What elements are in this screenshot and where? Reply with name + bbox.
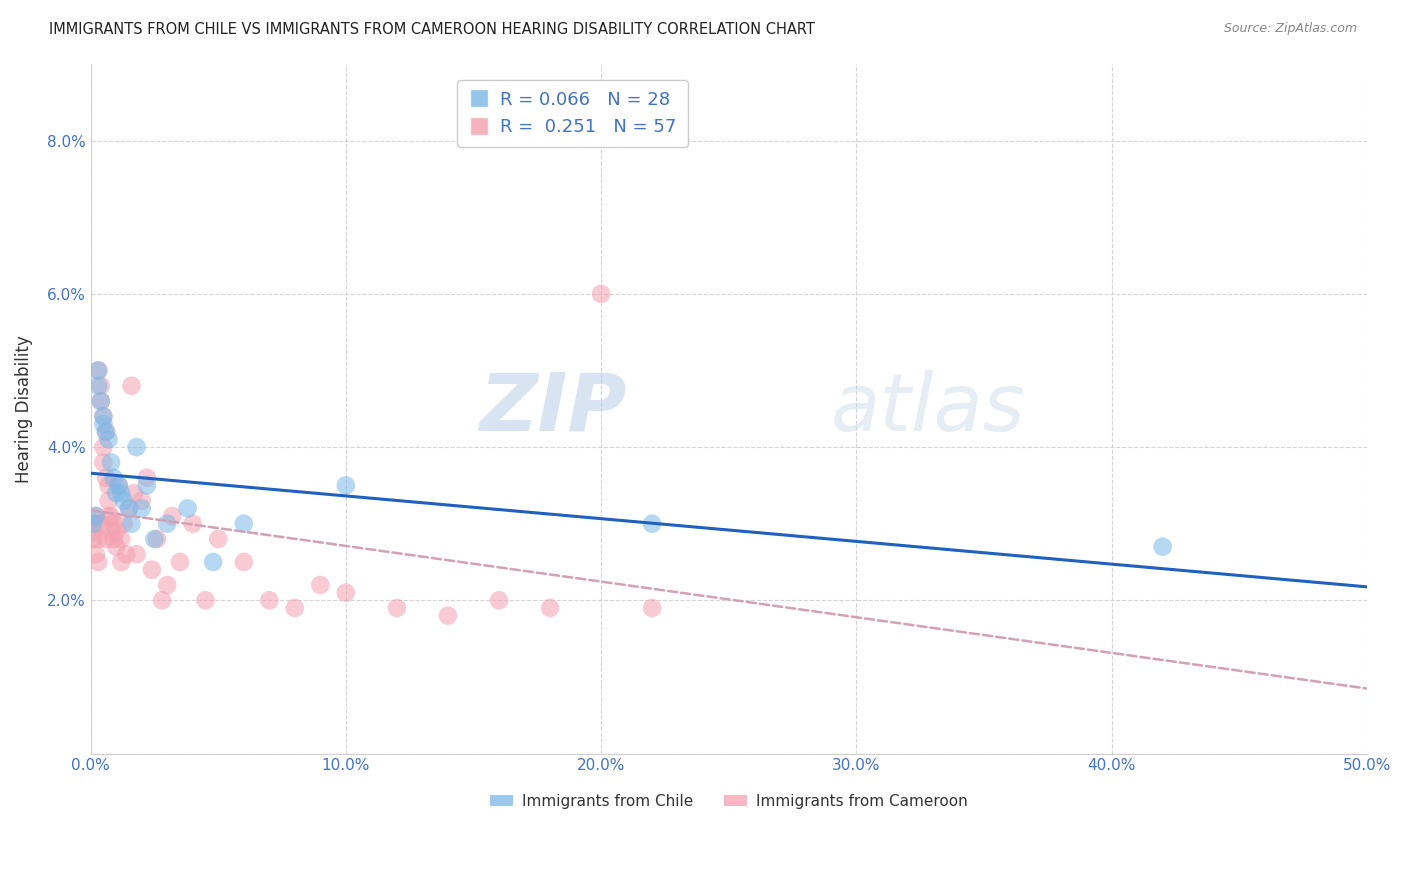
Point xyxy=(93,409,115,424)
Point xyxy=(87,363,110,377)
Point xyxy=(115,547,138,561)
Point xyxy=(150,593,173,607)
Text: ZIP: ZIP xyxy=(479,370,627,448)
Point xyxy=(84,509,107,524)
Point xyxy=(90,379,112,393)
Point xyxy=(162,509,184,524)
Point xyxy=(107,478,129,492)
Point xyxy=(125,440,148,454)
Point xyxy=(1152,540,1174,554)
Point xyxy=(169,555,191,569)
Point xyxy=(105,524,128,539)
Point xyxy=(232,555,254,569)
Point xyxy=(103,516,125,531)
Point xyxy=(84,516,107,531)
Point xyxy=(641,601,664,615)
Point xyxy=(94,471,117,485)
Point xyxy=(93,455,115,469)
Point xyxy=(135,478,157,492)
Point xyxy=(125,547,148,561)
Point xyxy=(87,363,110,377)
Point xyxy=(122,486,145,500)
Point xyxy=(105,540,128,554)
Point xyxy=(146,532,169,546)
Point xyxy=(82,524,104,539)
Point xyxy=(131,493,153,508)
Point xyxy=(97,478,120,492)
Point xyxy=(141,563,163,577)
Point xyxy=(93,440,115,454)
Point xyxy=(131,501,153,516)
Point xyxy=(488,593,510,607)
Point xyxy=(90,394,112,409)
Point xyxy=(100,455,122,469)
Text: atlas: atlas xyxy=(831,370,1025,448)
Point xyxy=(103,532,125,546)
Point xyxy=(335,478,357,492)
Point xyxy=(84,547,107,561)
Point xyxy=(335,585,357,599)
Point xyxy=(591,286,613,301)
Point xyxy=(232,516,254,531)
Point xyxy=(135,471,157,485)
Point xyxy=(143,532,166,546)
Point xyxy=(112,493,135,508)
Point xyxy=(385,601,408,615)
Text: IMMIGRANTS FROM CHILE VS IMMIGRANTS FROM CAMEROON HEARING DISABILITY CORRELATION: IMMIGRANTS FROM CHILE VS IMMIGRANTS FROM… xyxy=(49,22,815,37)
Point xyxy=(87,555,110,569)
Y-axis label: Hearing Disability: Hearing Disability xyxy=(15,334,32,483)
Point xyxy=(100,509,122,524)
Point xyxy=(87,532,110,546)
Point xyxy=(105,486,128,500)
Point xyxy=(176,501,198,516)
Point xyxy=(90,516,112,531)
Point xyxy=(107,478,129,492)
Point xyxy=(97,433,120,447)
Point xyxy=(121,516,143,531)
Point xyxy=(94,425,117,439)
Point xyxy=(194,593,217,607)
Point xyxy=(156,516,179,531)
Point xyxy=(112,516,135,531)
Point xyxy=(641,516,664,531)
Point xyxy=(94,425,117,439)
Point xyxy=(121,379,143,393)
Point xyxy=(82,516,104,531)
Point xyxy=(202,555,225,569)
Text: Source: ZipAtlas.com: Source: ZipAtlas.com xyxy=(1223,22,1357,36)
Point xyxy=(437,608,460,623)
Point xyxy=(110,532,132,546)
Point xyxy=(284,601,307,615)
Point xyxy=(309,578,332,592)
Point xyxy=(110,486,132,500)
Point xyxy=(118,501,141,516)
Point xyxy=(84,509,107,524)
Point xyxy=(110,555,132,569)
Point xyxy=(93,417,115,431)
Point xyxy=(103,471,125,485)
Point xyxy=(97,509,120,524)
Point xyxy=(97,493,120,508)
Point xyxy=(156,578,179,592)
Point xyxy=(118,501,141,516)
Point xyxy=(100,524,122,539)
Legend: Immigrants from Chile, Immigrants from Cameroon: Immigrants from Chile, Immigrants from C… xyxy=(484,788,974,814)
Point xyxy=(82,532,104,546)
Point xyxy=(90,394,112,409)
Point xyxy=(87,379,110,393)
Point xyxy=(181,516,204,531)
Point xyxy=(94,532,117,546)
Point xyxy=(538,601,561,615)
Point xyxy=(207,532,229,546)
Point xyxy=(259,593,281,607)
Point xyxy=(93,409,115,424)
